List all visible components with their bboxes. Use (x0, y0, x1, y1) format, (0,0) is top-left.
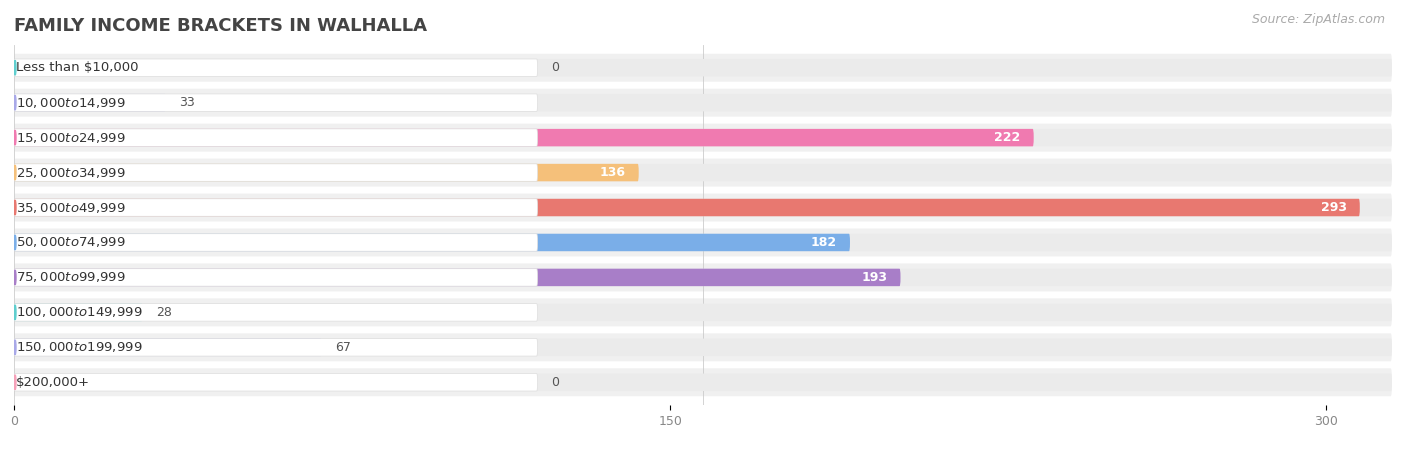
FancyBboxPatch shape (14, 304, 142, 321)
FancyBboxPatch shape (14, 338, 537, 356)
Circle shape (14, 200, 15, 215)
Text: Less than $10,000: Less than $10,000 (17, 61, 139, 74)
FancyBboxPatch shape (14, 374, 537, 391)
FancyBboxPatch shape (14, 234, 1392, 251)
FancyBboxPatch shape (14, 94, 537, 112)
FancyBboxPatch shape (14, 338, 1392, 356)
FancyBboxPatch shape (14, 59, 537, 76)
Text: FAMILY INCOME BRACKETS IN WALHALLA: FAMILY INCOME BRACKETS IN WALHALLA (14, 17, 427, 35)
Text: 0: 0 (551, 61, 558, 74)
FancyBboxPatch shape (14, 129, 1033, 146)
Circle shape (14, 130, 15, 145)
FancyBboxPatch shape (14, 164, 537, 181)
Text: 28: 28 (156, 306, 172, 319)
FancyBboxPatch shape (14, 194, 1392, 221)
Text: $100,000 to $149,999: $100,000 to $149,999 (17, 306, 143, 320)
FancyBboxPatch shape (14, 129, 537, 146)
FancyBboxPatch shape (14, 374, 1392, 391)
Circle shape (14, 165, 15, 180)
Circle shape (14, 340, 15, 355)
Text: Source: ZipAtlas.com: Source: ZipAtlas.com (1251, 14, 1385, 27)
Text: 222: 222 (994, 131, 1021, 144)
Text: $200,000+: $200,000+ (17, 376, 90, 389)
Text: $75,000 to $99,999: $75,000 to $99,999 (17, 270, 127, 284)
Text: 0: 0 (551, 376, 558, 389)
FancyBboxPatch shape (14, 59, 1392, 76)
FancyBboxPatch shape (14, 333, 1392, 361)
FancyBboxPatch shape (14, 269, 900, 286)
Circle shape (14, 270, 15, 285)
FancyBboxPatch shape (14, 234, 851, 251)
FancyBboxPatch shape (14, 263, 1392, 292)
FancyBboxPatch shape (14, 229, 1392, 256)
FancyBboxPatch shape (14, 269, 537, 286)
Text: $150,000 to $199,999: $150,000 to $199,999 (17, 340, 143, 354)
FancyBboxPatch shape (14, 164, 638, 181)
Circle shape (14, 235, 15, 250)
FancyBboxPatch shape (14, 304, 1392, 321)
FancyBboxPatch shape (14, 199, 1392, 216)
FancyBboxPatch shape (14, 269, 1392, 286)
Circle shape (14, 60, 15, 75)
FancyBboxPatch shape (14, 199, 1360, 216)
FancyBboxPatch shape (14, 164, 1392, 181)
Circle shape (14, 305, 15, 320)
Text: 193: 193 (862, 271, 887, 284)
Text: 182: 182 (811, 236, 837, 249)
Text: 136: 136 (599, 166, 626, 179)
FancyBboxPatch shape (14, 338, 322, 356)
FancyBboxPatch shape (14, 368, 1392, 396)
Text: 293: 293 (1320, 201, 1347, 214)
FancyBboxPatch shape (14, 158, 1392, 187)
Text: 33: 33 (179, 96, 194, 109)
FancyBboxPatch shape (14, 89, 1392, 117)
FancyBboxPatch shape (14, 199, 537, 216)
Text: $50,000 to $74,999: $50,000 to $74,999 (17, 235, 127, 249)
FancyBboxPatch shape (14, 304, 537, 321)
FancyBboxPatch shape (14, 298, 1392, 326)
Text: $25,000 to $34,999: $25,000 to $34,999 (17, 166, 127, 180)
Text: 67: 67 (335, 341, 350, 354)
Text: $10,000 to $14,999: $10,000 to $14,999 (17, 96, 127, 110)
FancyBboxPatch shape (14, 94, 166, 112)
Text: $15,000 to $24,999: $15,000 to $24,999 (17, 130, 127, 144)
FancyBboxPatch shape (14, 129, 1392, 146)
FancyBboxPatch shape (14, 234, 537, 251)
FancyBboxPatch shape (14, 94, 1392, 112)
Circle shape (14, 375, 15, 390)
Text: $35,000 to $49,999: $35,000 to $49,999 (17, 201, 127, 215)
FancyBboxPatch shape (14, 54, 1392, 82)
Circle shape (14, 95, 15, 110)
FancyBboxPatch shape (14, 124, 1392, 152)
